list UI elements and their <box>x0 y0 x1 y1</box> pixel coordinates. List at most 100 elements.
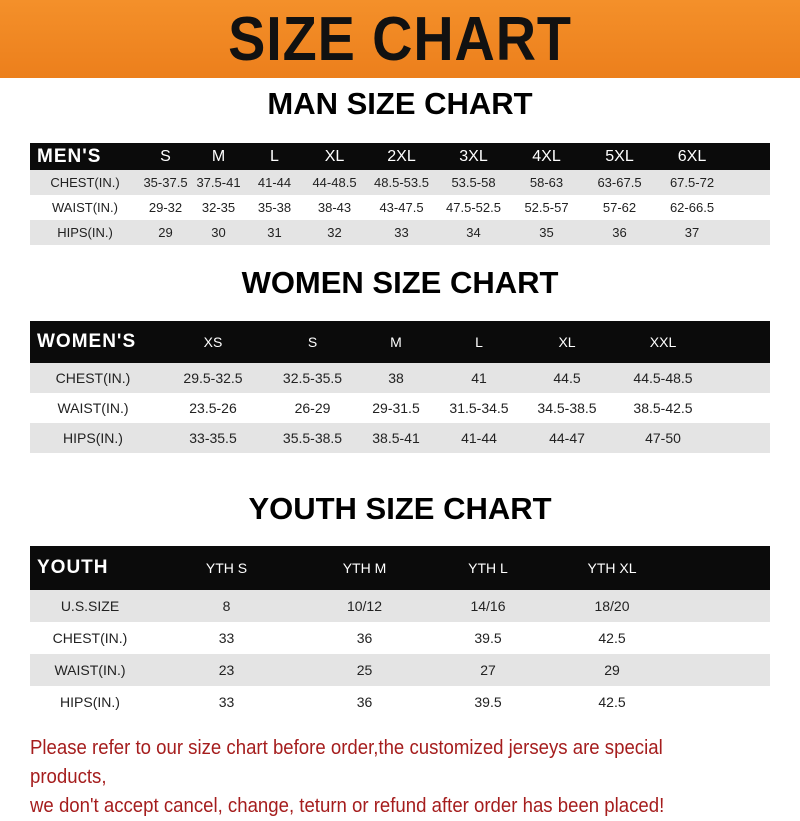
table-cell: 10/12 <box>346 598 383 614</box>
table-row: HIPS(IN.) 29 30 31 32 33 34 35 36 37 <box>30 220 770 245</box>
table-row: HIPS(IN.) 33 36 39.5 42.5 <box>30 686 770 718</box>
table-cell: 2XL <box>387 147 416 165</box>
table-cell: 4XL <box>532 147 561 165</box>
table-cell: 43-47.5 <box>379 200 424 215</box>
table-cell: XL <box>558 334 576 350</box>
table-cell: 33-35.5 <box>189 430 237 446</box>
table-cell: 36 <box>356 694 373 710</box>
row-label: YOUTH <box>37 557 109 578</box>
table-cell: 38-43 <box>317 200 352 215</box>
table-cell: 26-29 <box>294 400 331 416</box>
table-cell: M <box>211 147 226 165</box>
table-cell: XXL <box>649 334 677 350</box>
table-cell: 35.5-38.5 <box>282 430 343 446</box>
table-cell: 37.5-41 <box>196 175 241 190</box>
table-cell: 34.5-38.5 <box>537 400 597 416</box>
table-cell: 23.5-26 <box>189 400 237 416</box>
table-cell: 58-63 <box>529 175 564 190</box>
table-cell: 6XL <box>677 147 707 165</box>
order-notice: Please refer to our size chart before or… <box>30 734 737 821</box>
table-cell: 29 <box>604 662 620 678</box>
table-cell: XS <box>203 334 223 350</box>
row-label: CHEST(IN.) <box>55 370 131 386</box>
table-header-row: YOUTH YTH S YTH M YTH L YTH XL <box>30 546 770 590</box>
women-section-title: WOMEN SIZE CHART <box>241 265 559 300</box>
table-cell: 47-50 <box>645 430 681 446</box>
table-cell: YTH S <box>205 560 248 576</box>
table-cell: 62-66.5 <box>669 200 715 215</box>
row-label: WAIST(IN.) <box>54 662 126 678</box>
table-cell: 42.5 <box>598 694 626 710</box>
table-row: HIPS(IN.) 33-35.5 35.5-38.5 38.5-41 41-44 44-… <box>30 423 770 453</box>
table-row: WAIST(IN.) 29-32 32-35 35-38 38-43 43-47.5 47.… <box>30 195 770 220</box>
youth-section-title: YOUTH SIZE CHART <box>248 491 552 526</box>
table-cell: YTH M <box>342 560 387 576</box>
table-cell: S <box>307 334 318 350</box>
table-cell: 41-44 <box>257 175 292 190</box>
table-cell: S <box>160 147 171 165</box>
table-cell: M <box>390 334 402 350</box>
table-cell: 30 <box>211 225 226 240</box>
table-cell: 34 <box>466 225 481 240</box>
table-cell: 29-32 <box>148 200 183 215</box>
table-cell: 38 <box>388 370 404 386</box>
youth-size-table: YOUTH YTH S YTH M YTH L YTH XL U.S.SIZE 8 10/12… <box>30 546 770 718</box>
row-label: HIPS(IN.) <box>57 225 113 240</box>
women-size-table: WOMEN'S XS S M L XL XXL CHEST(IN.) 29.5-32.5 32.5… <box>30 321 770 453</box>
row-label: CHEST(IN.) <box>52 630 128 646</box>
table-cell: 37 <box>684 225 700 240</box>
table-cell: 44-48.5 <box>312 175 357 190</box>
table-cell: 53.5-58 <box>451 175 496 190</box>
table-row: CHEST(IN.) 33 36 39.5 42.5 <box>30 622 770 654</box>
row-label: WAIST(IN.) <box>52 200 118 215</box>
table-cell: 36 <box>612 225 627 240</box>
table-cell: 29 <box>158 225 173 240</box>
table-cell: 33 <box>394 225 409 240</box>
table-cell: 44-47 <box>549 430 585 446</box>
table-cell: 29-31.5 <box>372 400 420 416</box>
table-cell: 57-62 <box>602 200 637 215</box>
table-cell: 32-35 <box>201 200 236 215</box>
notice-line: we don't accept cancel, change, teturn o… <box>30 795 665 817</box>
table-cell: 36 <box>356 630 373 646</box>
table-cell: YTH XL <box>587 560 637 576</box>
row-label: HIPS(IN.) <box>60 694 120 710</box>
table-row: WAIST(IN.) 23.5-26 26-29 29-31.5 31.5-34.5 34… <box>30 393 770 423</box>
table-cell: 38.5-42.5 <box>633 400 693 416</box>
table-cell: 44.5 <box>553 370 581 386</box>
table-row: U.S.SIZE 8 10/12 14/16 18/20 <box>30 590 770 622</box>
table-cell: 44.5-48.5 <box>633 370 693 386</box>
notice-line: Please refer to our size chart before or… <box>30 737 663 788</box>
table-cell: 23 <box>218 662 235 678</box>
table-cell: XL <box>324 147 345 165</box>
table-header-row: MEN'S S M L XL 2XL 3XL 4XL 5XL 6XL <box>30 143 770 170</box>
table-cell: 25 <box>356 662 373 678</box>
table-cell: YTH L <box>468 560 508 576</box>
row-label: U.S.SIZE <box>60 598 120 614</box>
table-header-row: WOMEN'S XS S M L XL XXL <box>30 321 770 363</box>
table-cell: 39.5 <box>474 694 502 710</box>
title-banner: SIZE CHART <box>0 0 800 78</box>
table-cell: 29.5-32.5 <box>183 370 243 386</box>
table-cell: 32 <box>327 225 342 240</box>
table-cell: 48.5-53.5 <box>374 175 429 190</box>
table-cell: 39.5 <box>474 630 502 646</box>
table-cell: 35 <box>539 225 554 240</box>
row-label: CHEST(IN.) <box>50 175 120 190</box>
table-cell: 47.5-52.5 <box>446 200 501 215</box>
table-cell: 41-44 <box>461 430 497 446</box>
table-cell: 31.5-34.5 <box>449 400 509 416</box>
table-cell: 3XL <box>459 147 488 165</box>
table-cell: 41 <box>471 370 487 386</box>
table-cell: 42.5 <box>598 630 626 646</box>
table-cell: 32.5-35.5 <box>282 370 343 386</box>
table-cell: 35-38 <box>257 200 292 215</box>
row-label: MEN'S <box>37 145 102 167</box>
table-cell: 35-37.5 <box>143 175 188 190</box>
table-row: CHEST(IN.) 35-37.5 37.5-41 41-44 44-48.5 48.5… <box>30 170 770 195</box>
row-label: HIPS(IN.) <box>63 430 123 446</box>
row-label: WOMEN'S <box>37 331 137 352</box>
table-cell: 18/20 <box>594 598 630 614</box>
table-cell: 33 <box>218 694 235 710</box>
men-section-title: MAN SIZE CHART <box>267 86 533 121</box>
